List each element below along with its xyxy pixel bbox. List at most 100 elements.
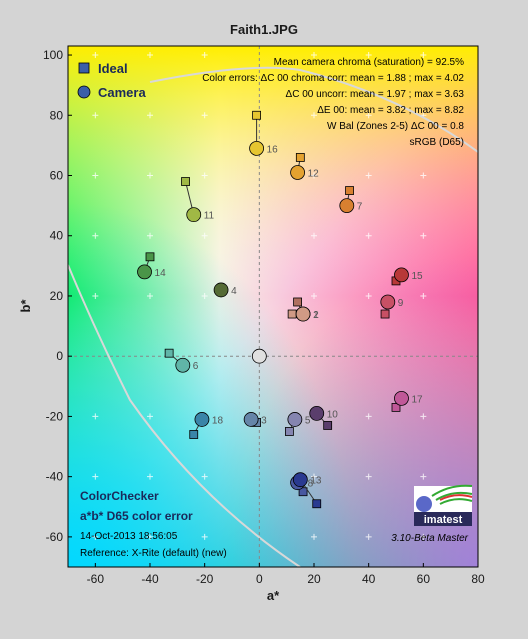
- logo-globe-icon: [416, 496, 432, 512]
- grid-mark: [147, 533, 153, 540]
- grid-mark: [365, 232, 372, 239]
- ideal-point: [145, 252, 155, 262]
- y-tick-label: 40: [50, 229, 64, 243]
- patch-number-label: 9: [398, 298, 404, 309]
- x-tick-label: -40: [141, 572, 159, 586]
- ideal-point: [189, 430, 199, 439]
- logo-band: [414, 512, 472, 526]
- annotation-de: ΔE 00: mean = 3.82 ; max = 8.82: [317, 105, 464, 116]
- grid-mark: [365, 292, 372, 299]
- ideal-point: [298, 487, 308, 497]
- y-tick-label: -60: [46, 530, 64, 544]
- patch-number-label: 1: [313, 310, 319, 321]
- grid-mark: [311, 112, 317, 119]
- grid-mark: [420, 533, 427, 540]
- camera-point: [251, 348, 267, 364]
- grid-mark: [92, 172, 99, 179]
- grid-mark: [365, 112, 372, 119]
- version-label: 3.10-Beta Master: [391, 533, 468, 544]
- grid-mark: [420, 413, 427, 420]
- imatest-logo: imatest: [414, 484, 473, 526]
- caption-timestamp: 14-Oct-2013 18:56:05: [80, 531, 178, 542]
- grid-mark: [365, 172, 372, 179]
- legend: Ideal Camera: [77, 61, 146, 100]
- camera-point: [213, 282, 229, 298]
- y-tick-label: 60: [50, 168, 64, 182]
- grid-mark: [311, 172, 317, 179]
- x-tick-label: -60: [87, 572, 105, 586]
- plot-frame: [67, 45, 479, 568]
- y-tick-label: 20: [50, 289, 64, 303]
- logo-swoosh-red: [439, 494, 473, 501]
- grid-mark: [365, 473, 372, 480]
- grid-mark: [147, 232, 153, 239]
- gamut-boundary-top: [149, 66, 478, 153]
- patch-number-label: 8: [308, 479, 314, 490]
- grid-mark: [92, 533, 99, 540]
- grid-mark: [201, 292, 208, 299]
- grid-mark: [147, 112, 153, 119]
- ideal-point: [287, 309, 297, 319]
- legend-camera-label: Camera: [98, 85, 146, 100]
- camera-point: [394, 267, 409, 283]
- grid-mark: [201, 473, 208, 480]
- y-axis-ticks: -60 -40 -20 0 20 40 60 80 100: [43, 48, 72, 544]
- camera-point: [309, 406, 325, 421]
- ideal-point: [380, 309, 390, 319]
- patch-number-label: 7: [357, 202, 363, 213]
- ideal-point: [295, 153, 305, 162]
- stats-annotations: Mean camera chroma (saturation) = 92.5% …: [202, 57, 464, 148]
- grid-mark: [365, 52, 372, 59]
- ideal-point: [284, 427, 294, 436]
- camera-point: [186, 207, 202, 223]
- camera-point: [243, 412, 259, 427]
- annotation-colorspace: sRGB (D65): [410, 137, 464, 148]
- grid-mark: [147, 473, 153, 480]
- patch-number-label: 10: [327, 409, 339, 420]
- x-tick-label: 0: [256, 572, 263, 586]
- x-axis-label: a*: [267, 588, 280, 603]
- camera-point: [137, 264, 152, 280]
- patch-number-label: 18: [212, 415, 224, 426]
- annotation-chroma: Mean camera chroma (saturation) = 92.5%: [274, 57, 464, 68]
- grid-mark: [201, 112, 208, 119]
- patch-number-label: 15: [411, 271, 423, 282]
- patch-number-label: 17: [411, 394, 423, 405]
- gamut-boundary-left: [68, 264, 301, 567]
- patch-number-label: 12: [308, 168, 320, 179]
- ideal-point: [252, 110, 262, 120]
- camera-point: [175, 357, 191, 373]
- caption-reference: Reference: X-Rite (default) (new): [80, 548, 227, 559]
- camera-point: [290, 165, 306, 180]
- y-tick-label: -40: [46, 470, 64, 484]
- legend-ideal-swatch: [78, 62, 90, 74]
- caption-chart-name: ColorChecker: [80, 489, 159, 503]
- patch-number-label: 11: [204, 211, 215, 222]
- grid-mark: [420, 52, 427, 59]
- logo-swoosh: [431, 484, 473, 505]
- grid-mark: [147, 413, 153, 420]
- patch-number-label: 14: [155, 268, 167, 279]
- grid-mark: [311, 52, 317, 59]
- legend-camera-swatch: [77, 85, 91, 99]
- annotation-dc-uncorr: ΔC 00 uncorr: mean = 1.97 ; max = 3.63: [286, 89, 465, 100]
- grid: [92, 52, 427, 540]
- grid-mark: [311, 473, 317, 480]
- y-tick-label: 0: [56, 349, 63, 363]
- x-tick-label: 60: [417, 572, 431, 586]
- grid-mark: [147, 292, 153, 299]
- patch-number-label: 4: [231, 286, 237, 297]
- camera-point: [194, 412, 210, 427]
- y-tick-label: 80: [50, 108, 64, 122]
- x-axis-ticks: -60 -40 -20 0 20 40 60 80: [87, 563, 485, 586]
- grid-mark: [420, 292, 427, 299]
- grid-mark: [420, 473, 427, 480]
- grid-mark: [92, 292, 99, 299]
- logo-text: imatest: [424, 514, 463, 526]
- x-tick-label: 80: [471, 572, 485, 586]
- patch-number-label: 2: [313, 310, 319, 321]
- patch-number-label: 16: [267, 144, 279, 155]
- x-tick-label: 40: [362, 572, 376, 586]
- grid-mark: [420, 232, 427, 239]
